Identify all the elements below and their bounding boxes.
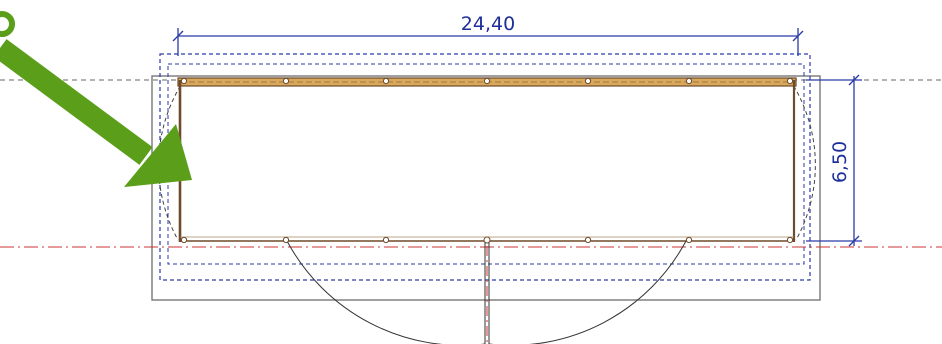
top-posts bbox=[180, 77, 794, 85]
post bbox=[382, 236, 390, 244]
pointer-arrow-icon bbox=[0, 11, 192, 187]
post bbox=[282, 236, 290, 244]
width-dimension-label: 24,40 bbox=[461, 13, 515, 35]
post bbox=[584, 77, 592, 85]
right-swing-arc bbox=[789, 79, 816, 241]
post bbox=[282, 77, 290, 85]
post bbox=[584, 236, 592, 244]
post bbox=[685, 77, 693, 85]
depth-dimension bbox=[806, 74, 862, 247]
post bbox=[786, 77, 794, 85]
post bbox=[180, 236, 188, 244]
post bbox=[483, 77, 491, 85]
outer-boundary bbox=[151, 75, 821, 301]
post bbox=[685, 236, 693, 244]
post bbox=[786, 236, 794, 244]
bottom-posts bbox=[180, 236, 794, 244]
front-door-right-arc bbox=[489, 240, 687, 344]
post bbox=[382, 77, 390, 85]
post bbox=[483, 236, 491, 244]
blue-dashed-inner bbox=[167, 63, 805, 265]
post bbox=[180, 77, 188, 85]
depth-dimension-label: 6,50 bbox=[829, 141, 851, 183]
width-dimension bbox=[172, 28, 804, 56]
front-door-left-arc bbox=[286, 240, 485, 344]
